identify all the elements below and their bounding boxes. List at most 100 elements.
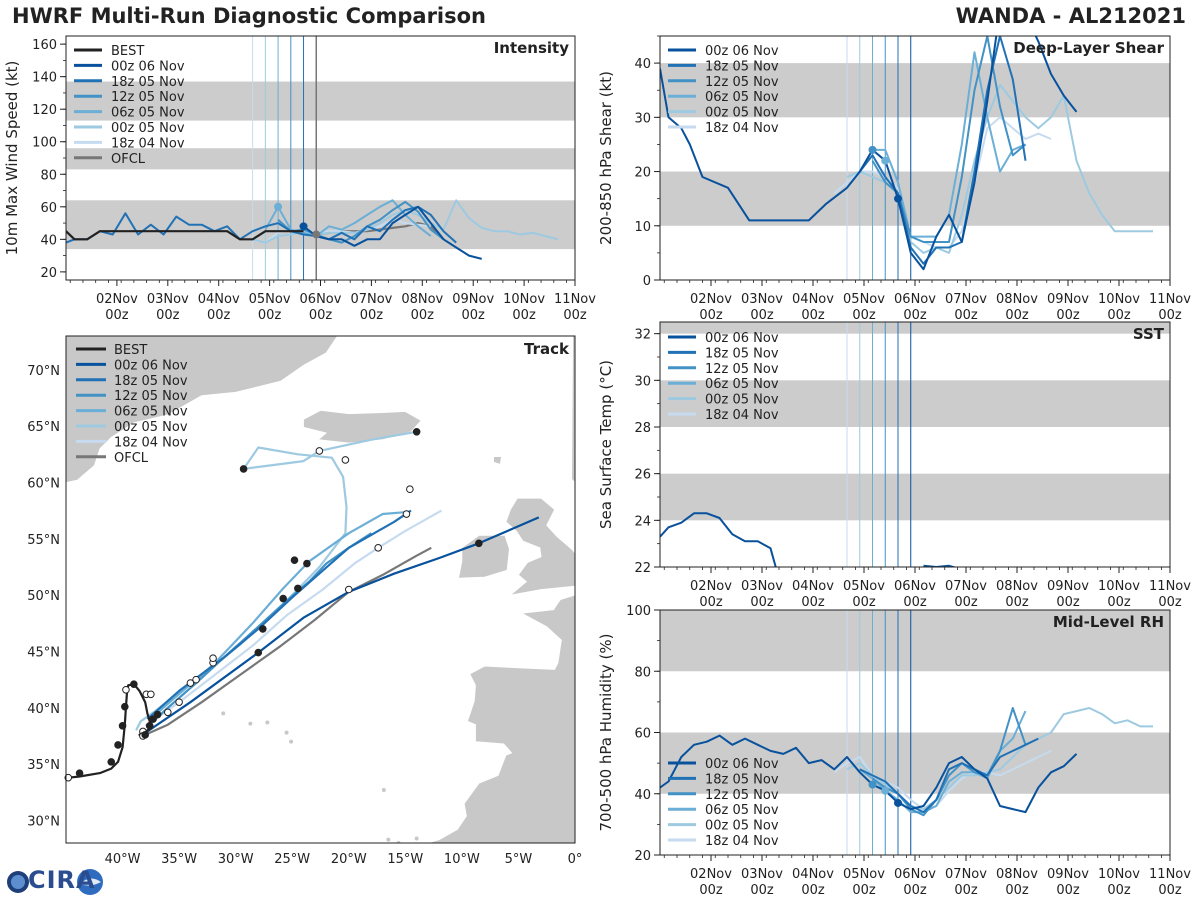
track-marker-18z-04-nov-31 <box>374 544 382 552</box>
x-tick-label-hour: 00z <box>903 308 927 323</box>
legend-label-12z-05-nov: 12z 05 Nov <box>114 389 188 404</box>
legend-label-06z-05-nov: 06z 05 Nov <box>705 377 779 392</box>
y-tick-label: 40 <box>40 233 57 248</box>
track-marker-00z-06-nov-15 <box>254 648 263 657</box>
atlantic-island-0 <box>381 788 386 793</box>
x-tick-label-day: 07Nov <box>945 867 987 882</box>
scandinavia-edge <box>571 336 575 484</box>
land-layer <box>66 336 575 843</box>
track-marker-best-4 <box>118 722 127 730</box>
x-tick-label-day: 06Nov <box>300 292 342 307</box>
x-tick-label-hour: 00z <box>852 883 876 898</box>
x-tick-label-hour: 00z <box>207 308 231 323</box>
greenland-landmass <box>66 336 338 483</box>
figure-title: HWRF Multi-Run Diagnostic Comparison <box>12 4 487 28</box>
x-tick-label-day: 09Nov <box>452 292 494 307</box>
x-tick-label-hour: 00z <box>156 308 180 323</box>
legend-label-18z-04-nov: 18z 04 Nov <box>111 136 185 151</box>
azores-island-1 <box>248 721 253 726</box>
band-0 <box>660 732 1170 794</box>
y-tick-label: 60 <box>40 201 57 216</box>
track-marker-best-2 <box>107 758 116 766</box>
x-tick-label-day: 02Nov <box>690 579 732 594</box>
x-tick-label-hour: 00z <box>852 595 876 610</box>
series-12z-05-nov <box>277 200 445 244</box>
lon-label: 20°W <box>331 852 367 867</box>
y-axis-label: Sea Surface Temp (°C) <box>597 360 615 529</box>
cira-logo: CIRA <box>4 866 108 898</box>
x-tick-label-hour: 00z <box>954 883 978 898</box>
y-axis-label: 10m Max Wind Speed (kt) <box>3 61 21 256</box>
x-tick-label-day: 05Nov <box>843 579 885 594</box>
x-tick-label-hour: 00z <box>1005 595 1029 610</box>
x-tick-label-day: 04Nov <box>198 292 240 307</box>
track-marker-best-12 <box>145 722 154 730</box>
lon-label: 40°W <box>105 852 141 867</box>
x-tick-label-hour: 00z <box>750 883 774 898</box>
panel-title: Mid-Level RH <box>1053 613 1164 631</box>
track-marker-18z-05-nov-20 <box>303 559 311 568</box>
x-tick-label-day: 03Nov <box>741 867 783 882</box>
y-tick-label: 28 <box>634 421 651 436</box>
sst-panel: 22242628303202Nov00z03Nov00z04Nov00z05No… <box>597 321 1191 610</box>
x-tick-label-hour: 00z <box>462 308 486 323</box>
track-marker-best-5 <box>121 702 129 711</box>
band-2 <box>66 81 575 121</box>
logo-text: CIRA <box>28 866 96 894</box>
y-tick-label: 100 <box>626 604 651 619</box>
y-tick-label: 100 <box>32 136 57 151</box>
azores-island-4 <box>289 739 294 744</box>
y-axis-label: 700-500 hPa Humidity (%) <box>597 633 615 831</box>
x-tick-label-hour: 00z <box>1005 883 1029 898</box>
marker-00z-06-nov-2 <box>894 194 902 203</box>
track-marker-18z-05-nov-19 <box>279 594 287 603</box>
track-12z-05-nov <box>150 532 372 725</box>
lon-label: 5°W <box>505 852 533 867</box>
marker-06z-05-nov-1 <box>881 156 890 165</box>
x-tick-label-day: 03Nov <box>147 292 189 307</box>
band-0 <box>660 473 1170 521</box>
y-tick-label: 24 <box>634 514 651 529</box>
x-tick-label-hour: 00z <box>360 308 384 323</box>
legend-label-18z-05-nov: 18z 05 Nov <box>111 75 185 90</box>
x-tick-label-day: 05Nov <box>249 292 291 307</box>
lat-label: 60°N <box>27 476 60 491</box>
x-tick-label-hour: 00z <box>1005 308 1029 323</box>
x-tick-label-day: 05Nov <box>843 292 885 307</box>
x-tick-label-hour: 00z <box>1056 595 1080 610</box>
lat-label: 35°N <box>27 758 60 773</box>
track-ofcl <box>144 546 432 736</box>
legend-label-12z-05-nov: 12z 05 Nov <box>705 362 779 377</box>
panel-title: Deep-Layer Shear <box>1013 39 1164 57</box>
x-tick-label-day: 04Nov <box>792 867 834 882</box>
x-tick-label-hour: 00z <box>1056 883 1080 898</box>
track-marker-best-7 <box>130 680 138 688</box>
azores-island-3 <box>284 730 289 735</box>
x-tick-label-hour: 00z <box>903 883 927 898</box>
x-tick-label-day: 07Nov <box>945 292 987 307</box>
x-tick-label-hour: 00z <box>1158 595 1182 610</box>
x-tick-label-day: 10Nov <box>1098 579 1140 594</box>
band-1 <box>660 380 1170 427</box>
y-tick-label: 20 <box>40 266 57 281</box>
x-tick-label-day: 07Nov <box>350 292 392 307</box>
x-tick-label-day: 04Nov <box>792 292 834 307</box>
x-tick-label-hour: 00z <box>699 595 723 610</box>
lon-label: 15°W <box>387 852 423 867</box>
x-tick-label-hour: 00z <box>1158 308 1182 323</box>
band-1 <box>660 610 1170 672</box>
series-18z-05-nov <box>66 205 457 244</box>
legend-label-06z-05-nov: 06z 05 Nov <box>111 106 185 121</box>
legend-label-00z-05-nov: 00z 05 Nov <box>705 106 779 121</box>
track-06z-05-nov <box>152 510 410 718</box>
x-tick-label-day: 08Nov <box>996 292 1038 307</box>
x-tick-label-hour: 00z <box>801 883 825 898</box>
great-britain-landmass <box>505 497 575 596</box>
series-00z-06-nov <box>302 205 482 260</box>
x-tick-label-day: 08Nov <box>401 292 443 307</box>
x-tick-label-day: 03Nov <box>741 292 783 307</box>
track-marker-ofcl-34 <box>141 731 149 739</box>
legend-label-00z-05-nov: 00z 05 Nov <box>114 420 188 435</box>
x-tick-label-day: 02Nov <box>96 292 138 307</box>
